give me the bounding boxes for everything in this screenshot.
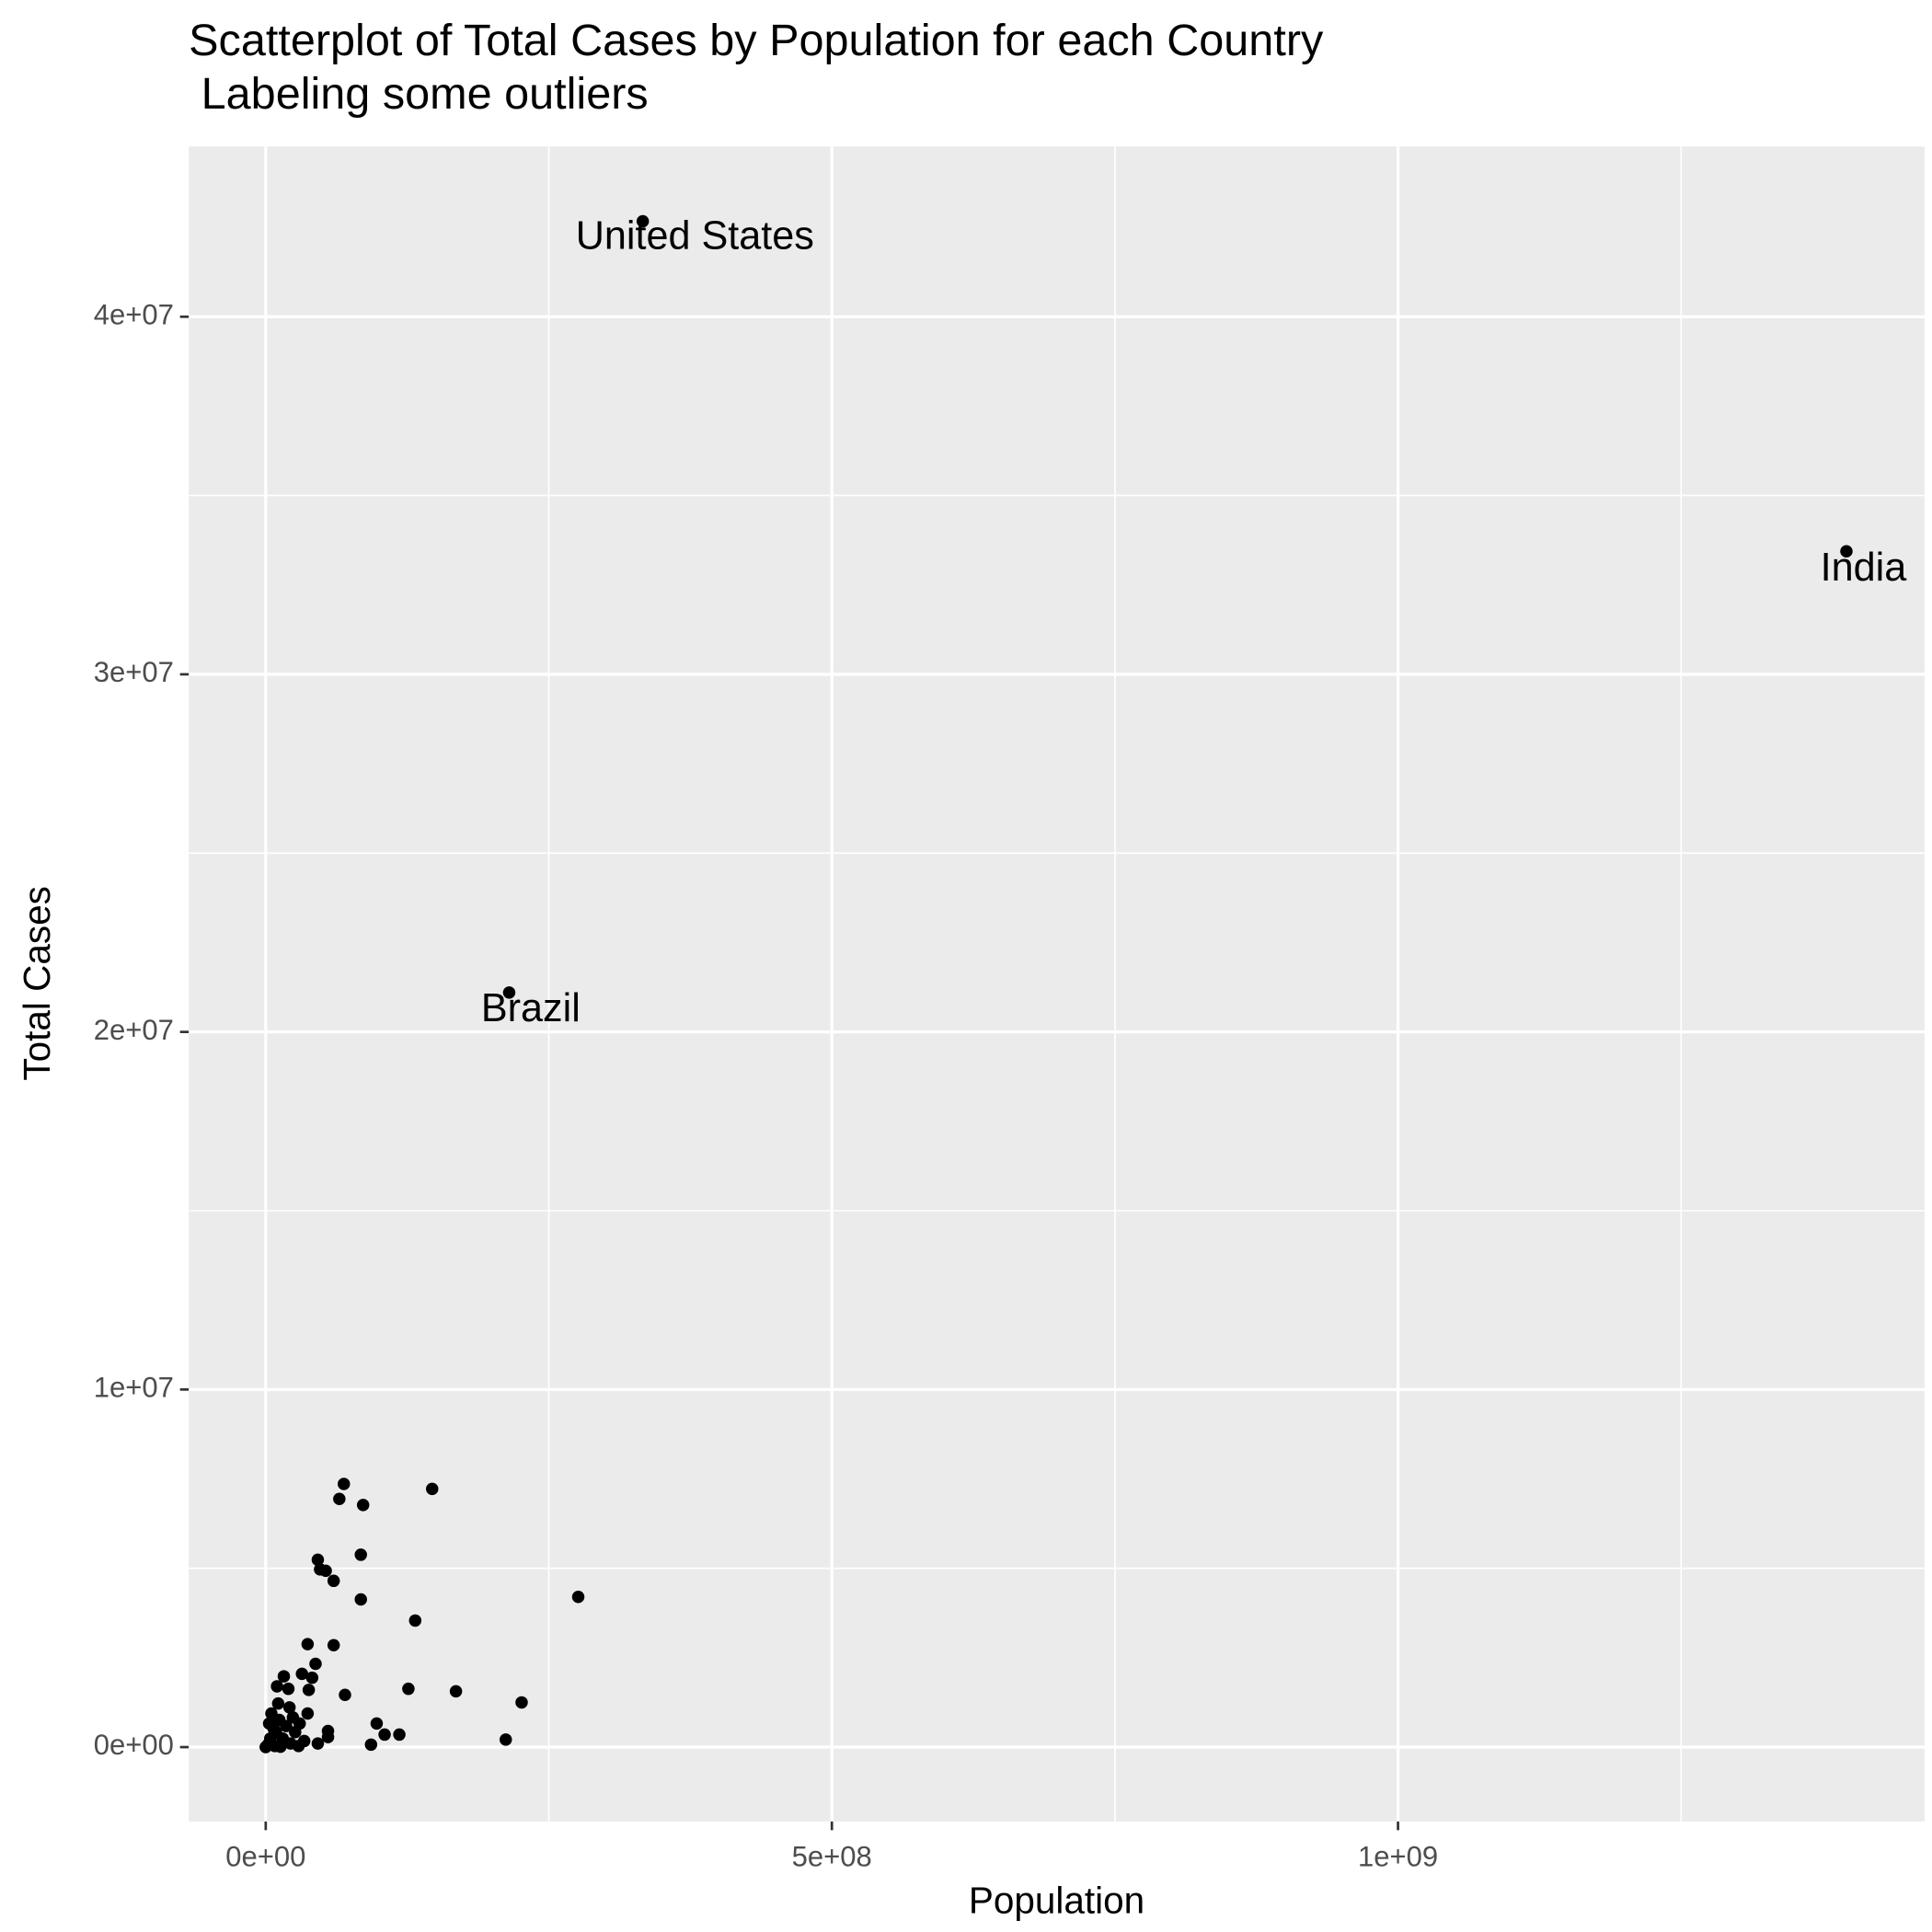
point — [636, 214, 650, 228]
point — [265, 1707, 278, 1720]
point — [286, 1711, 300, 1724]
point — [338, 1478, 351, 1490]
point — [426, 1482, 439, 1496]
point — [301, 1707, 315, 1720]
y-tick-label: 1e+07 — [94, 1372, 174, 1404]
panel-background — [189, 146, 1925, 1822]
point — [270, 1680, 283, 1693]
point-annotation: United States — [576, 214, 814, 259]
point — [339, 1688, 351, 1702]
y-tick-label: 4e+07 — [94, 298, 174, 330]
point — [408, 1614, 422, 1627]
x-tick-label: 5e+08 — [792, 1841, 872, 1873]
point — [311, 1737, 325, 1750]
point — [1840, 545, 1853, 558]
point — [364, 1738, 378, 1752]
point — [271, 1696, 285, 1710]
point — [327, 1639, 340, 1652]
point — [262, 1717, 276, 1731]
y-tick-label: 2e+07 — [94, 1014, 174, 1046]
point — [333, 1492, 346, 1506]
y-tick-label: 0e+00 — [94, 1729, 174, 1761]
point — [301, 1638, 315, 1650]
point — [292, 1740, 305, 1753]
point — [295, 1667, 308, 1681]
point — [282, 1682, 295, 1696]
point — [277, 1670, 291, 1683]
point — [354, 1548, 367, 1561]
point-annotation: Brazil — [481, 986, 581, 1030]
chart-subtitle: Labeling some outliers — [189, 69, 649, 119]
point — [321, 1731, 335, 1743]
point — [309, 1657, 322, 1671]
point — [571, 1591, 585, 1604]
y-tick-label: 3e+07 — [94, 656, 174, 688]
chart-title: Scatterplot of Total Cases by Population… — [189, 16, 1324, 65]
point — [311, 1553, 325, 1567]
point — [282, 1701, 296, 1714]
point — [280, 1719, 293, 1732]
point — [500, 1733, 512, 1746]
y-axis-title: Total Cases — [16, 886, 58, 1080]
x-tick-label: 0e+00 — [225, 1841, 305, 1873]
point — [302, 1684, 316, 1696]
point — [354, 1593, 367, 1606]
point — [393, 1728, 406, 1742]
point — [378, 1728, 391, 1742]
point — [502, 986, 516, 999]
point — [319, 1564, 332, 1578]
x-axis-title: Population — [969, 1880, 1144, 1922]
point — [449, 1685, 463, 1698]
point — [402, 1682, 415, 1696]
x-tick-label: 1e+09 — [1358, 1841, 1438, 1873]
point — [305, 1671, 319, 1685]
point — [356, 1499, 370, 1512]
point — [515, 1696, 528, 1709]
point — [327, 1574, 340, 1588]
point — [370, 1717, 384, 1731]
point — [268, 1740, 282, 1753]
point-annotation: India — [1821, 546, 1908, 590]
